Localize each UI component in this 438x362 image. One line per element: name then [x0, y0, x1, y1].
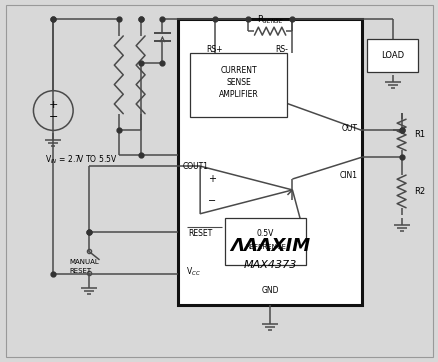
Bar: [178, 19, 361, 305]
Bar: [224, 218, 306, 265]
Text: R1: R1: [413, 130, 425, 139]
Text: RS+: RS+: [205, 45, 222, 54]
Text: CURRENT: CURRENT: [220, 66, 257, 75]
Text: V$_{IN}$ = 2.7V TO 5.5V: V$_{IN}$ = 2.7V TO 5.5V: [45, 154, 118, 167]
Text: ΛΛΛХΙΜ: ΛΛΛХΙΜ: [230, 236, 310, 254]
Text: REFERENCE: REFERENCE: [244, 244, 286, 251]
Bar: [190, 53, 287, 118]
Text: OUT: OUT: [341, 124, 357, 133]
Text: GND: GND: [261, 286, 278, 295]
Text: RESET: RESET: [69, 268, 91, 274]
Text: +: +: [208, 174, 215, 184]
Text: R2: R2: [413, 187, 425, 196]
Text: RS-: RS-: [275, 45, 288, 54]
Text: SENSE: SENSE: [226, 78, 251, 87]
Text: −: −: [49, 113, 58, 122]
Text: R$_{SENSE}$: R$_{SENSE}$: [256, 13, 283, 25]
Text: 0.5V: 0.5V: [256, 229, 274, 238]
Text: LOAD: LOAD: [380, 51, 403, 60]
Text: CIN1: CIN1: [339, 171, 357, 180]
Text: −: −: [208, 196, 215, 206]
Text: MAX4373: MAX4373: [243, 260, 296, 270]
Bar: [366, 39, 417, 72]
Text: V$_{CC}$: V$_{CC}$: [186, 265, 201, 278]
Text: COUT1: COUT1: [182, 161, 208, 171]
Text: +: +: [49, 100, 58, 110]
Text: MANUAL: MANUAL: [69, 259, 99, 265]
Text: AMPLIFIER: AMPLIFIER: [219, 90, 258, 99]
Text: RESET: RESET: [188, 229, 212, 238]
